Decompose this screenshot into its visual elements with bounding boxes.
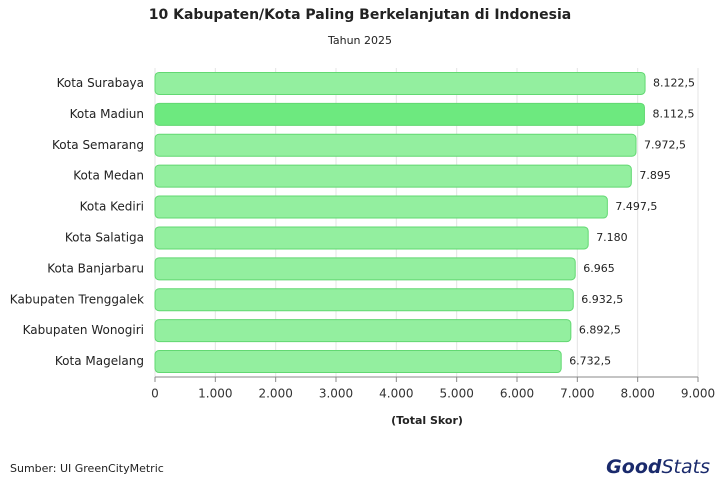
x-tick-label: 5.000: [439, 387, 473, 401]
logo-part: Good: [606, 456, 662, 478]
y-tick-label: Kabupaten Wonogiri: [23, 323, 144, 337]
x-axis-label: (Total Skor): [391, 414, 463, 427]
value-label: 7.895: [639, 169, 671, 182]
value-label: 6.965: [583, 262, 615, 275]
x-tick-label: 4.000: [379, 387, 413, 401]
x-tick-label: 9.000: [681, 387, 715, 401]
chart-title: 10 Kabupaten/Kota Paling Berkelanjutan d…: [149, 7, 571, 23]
value-label: 7.180: [596, 231, 628, 244]
bar: [154, 257, 576, 281]
x-tick-label: 3.000: [319, 387, 353, 401]
x-tick-label: 1.000: [198, 387, 232, 401]
logo-part: Stats: [661, 456, 710, 478]
bar: [154, 102, 645, 126]
y-tick-label: Kota Banjarbaru: [47, 261, 144, 275]
value-label: 8.122,5: [653, 76, 695, 89]
bar: [154, 319, 572, 343]
bar: [154, 71, 646, 95]
bar: [154, 164, 632, 188]
value-label: 8.112,5: [652, 107, 694, 120]
bar: [154, 195, 608, 219]
y-tick-label: Kabupaten Trenggalek: [10, 292, 144, 306]
source: Sumber: UI GreenCityMetric: [10, 462, 164, 475]
logo: GoodStats: [606, 456, 710, 478]
value-label: 7.972,5: [644, 138, 686, 151]
chart-subtitle: Tahun 2025: [327, 34, 392, 47]
y-tick-label: Kota Magelang: [55, 354, 144, 368]
x-tick-label: 6.000: [500, 387, 534, 401]
bar: [154, 350, 562, 374]
y-tick-label: Kota Madiun: [70, 107, 144, 121]
x-tick-label: 7.000: [560, 387, 594, 401]
y-tick-label: Kota Medan: [73, 169, 144, 183]
bar: [154, 226, 589, 250]
x-tick-label: 2.000: [258, 387, 292, 401]
value-label: 6.732,5: [569, 355, 611, 368]
x-tick-label: 8.000: [620, 387, 654, 401]
y-tick-label: Kota Salatiga: [65, 230, 144, 244]
y-tick-label: Kota Kediri: [80, 200, 144, 214]
x-tick-label: 0: [151, 387, 159, 401]
bar: [154, 133, 637, 157]
value-label: 7.497,5: [615, 200, 657, 213]
y-tick-label: Kota Surabaya: [57, 76, 144, 90]
y-tick-label: Kota Semarang: [52, 138, 144, 152]
value-label: 6.932,5: [581, 293, 623, 306]
bar: [154, 288, 574, 312]
value-label: 6.892,5: [579, 324, 621, 337]
